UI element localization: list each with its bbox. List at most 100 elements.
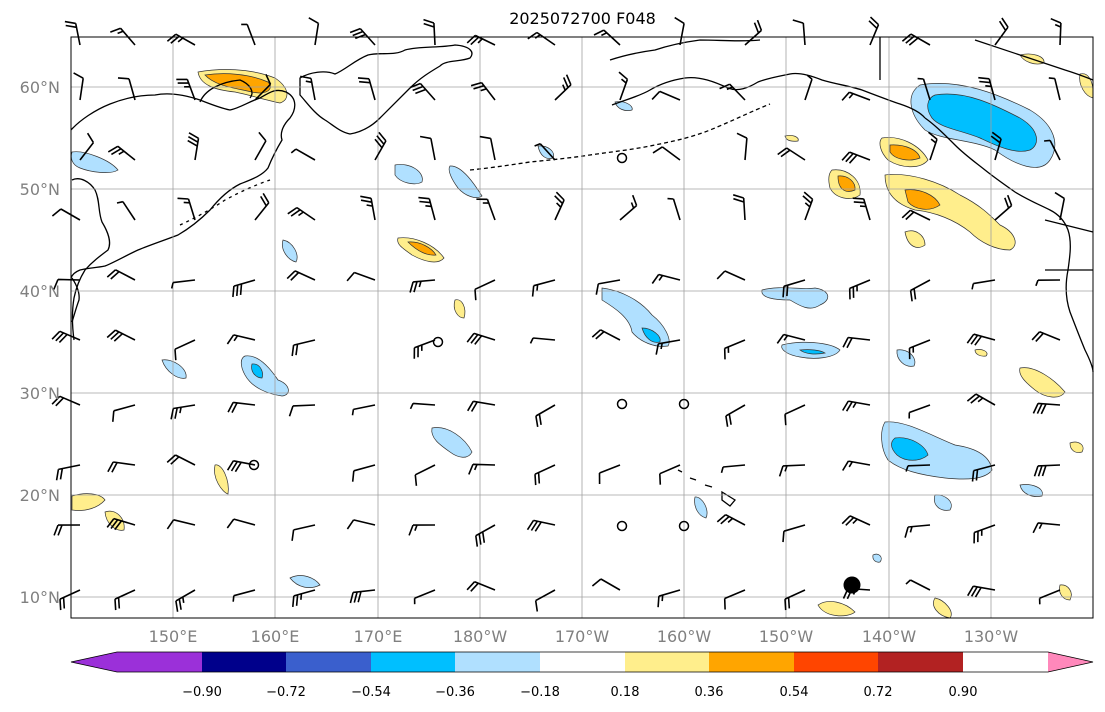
- wind-barb: [927, 131, 938, 161]
- calm-wind-circle: [248, 459, 260, 471]
- wind-barb: [554, 74, 572, 101]
- calm-wind-circle: [616, 520, 628, 532]
- wind-barb: [526, 519, 556, 532]
- wind-barb: [651, 90, 681, 101]
- wind-barb: [978, 76, 996, 101]
- wind-barb: [716, 513, 746, 526]
- wind-barb: [166, 519, 196, 530]
- wind-barb: [226, 334, 256, 345]
- latitude-labels: 60°N 50°N 40°N 30°N 20°N 10°N: [20, 78, 60, 607]
- wind-barb: [554, 191, 565, 221]
- contour-blob: [761, 287, 828, 309]
- contour-blob: [784, 135, 799, 142]
- lat-label: 30°N: [20, 384, 60, 403]
- wind-barb: [966, 393, 996, 406]
- wind-barb: [1050, 17, 1062, 46]
- wind-barb: [967, 585, 996, 598]
- contour-blob: [1019, 484, 1043, 497]
- wind-barb: [53, 524, 81, 536]
- coastline-japan: [71, 178, 111, 341]
- calm-wind-circle: [678, 398, 690, 410]
- wind-barb: [534, 142, 556, 161]
- lon-label: 180°W: [453, 627, 508, 646]
- negative-contours: [70, 83, 1056, 588]
- contour-blob: [394, 164, 423, 185]
- wind-barb: [466, 332, 496, 345]
- wind-barb: [732, 194, 746, 221]
- wind-barb: [51, 330, 81, 343]
- wind-barb: [744, 19, 763, 46]
- wind-barb: [290, 148, 316, 161]
- wind-barb: [286, 270, 316, 281]
- wind-barb: [909, 279, 931, 302]
- wind-barb: [468, 463, 496, 475]
- contour-blob: [204, 73, 271, 94]
- wind-barb: [593, 29, 621, 46]
- wind-barb: [254, 73, 272, 101]
- contour-blob: [891, 437, 929, 461]
- wind-barb: [409, 402, 436, 410]
- lon-label: 170°W: [555, 627, 610, 646]
- wind-barb: [657, 589, 681, 608]
- wind-barb: [917, 77, 931, 101]
- colorbar-segment: [455, 652, 540, 672]
- lon-label: 160°W: [657, 627, 712, 646]
- colorbar: [70, 651, 1094, 673]
- wind-barb: [374, 131, 387, 161]
- wind-barb: [535, 404, 556, 428]
- contour-blob: [872, 553, 882, 563]
- gridlines: [71, 37, 1093, 618]
- border-canada-us: [879, 37, 1094, 271]
- wind-barb: [905, 464, 931, 472]
- wind-barb: [300, 75, 316, 101]
- wind-barb: [619, 194, 638, 221]
- wind-barb: [848, 279, 871, 300]
- wind-barb: [226, 460, 256, 473]
- coastline-alaska: [611, 72, 926, 119]
- contour-blob: [817, 601, 856, 617]
- wind-barb: [106, 329, 136, 342]
- wind-barb: [1031, 331, 1061, 342]
- colorbar-tick-label: −0.90: [182, 685, 222, 700]
- wind-barb: [351, 464, 376, 482]
- wind-barb: [716, 270, 746, 281]
- calm-wind-circle: [616, 152, 628, 164]
- lon-label: 150°W: [759, 627, 814, 646]
- wind-barb: [802, 191, 814, 221]
- colorbar-tick-label: −0.18: [520, 685, 560, 700]
- colorbar-segment: [117, 652, 202, 672]
- wind-barb: [782, 279, 806, 298]
- wind-barb: [51, 208, 81, 221]
- colorbar-extend-max: [1048, 652, 1093, 672]
- wind-barb: [784, 404, 806, 426]
- wind-barb: [655, 339, 681, 355]
- wind-barb: [667, 197, 681, 221]
- contour-blob: [889, 144, 921, 161]
- wind-barb: [1032, 522, 1061, 534]
- map-panel: [51, 16, 1094, 619]
- wind-barb: [1032, 402, 1061, 415]
- wind-barb: [901, 209, 931, 221]
- wind-barb: [651, 273, 681, 284]
- wind-barb: [720, 464, 746, 474]
- wind-barb: [106, 517, 136, 531]
- lat-label: 10°N: [20, 588, 60, 607]
- wind-barb: [994, 17, 1009, 46]
- wind-barb: [842, 336, 871, 349]
- wind-barb: [176, 78, 196, 101]
- wind-barb: [674, 16, 685, 46]
- wind-barb: [166, 33, 196, 46]
- coastline-north-america-top: [974, 39, 1094, 81]
- wind-barb: [529, 337, 556, 344]
- wind-barb: [170, 404, 196, 420]
- contour-blob: [927, 93, 1037, 152]
- wind-barb: [466, 34, 496, 46]
- wind-barb: [778, 464, 806, 477]
- wind-barb: [174, 339, 196, 361]
- colorbar-tick-label: −0.72: [266, 685, 306, 700]
- contour-blob: [694, 496, 708, 519]
- wind-barbs: [51, 16, 1066, 612]
- wind-barb: [187, 132, 200, 161]
- wind-barb: [475, 524, 496, 547]
- colorbar-tick-label: 0.36: [695, 685, 724, 700]
